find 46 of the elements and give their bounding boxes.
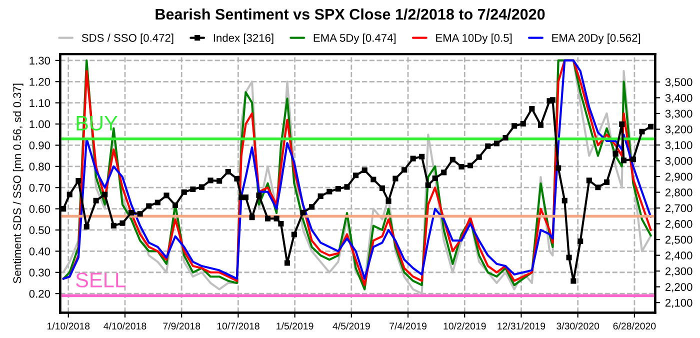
legend-label: Index [3216] [214,34,274,44]
x-tick-label: 1/10/2018 [47,322,90,330]
x-tick-label: 10/7/2018 [217,322,260,330]
x-tick-label: 3/30/2020 [556,322,600,330]
y2-tick-label: 3,500 [665,78,692,88]
y-axis-title: Sentiment SDS / SSO [mn 0.56, sd 0.37] [12,84,24,284]
y2-tick-label: 3,000 [665,157,692,166]
legend-label: EMA 20Dy [0.562] [552,34,640,44]
y2-tick-label: 2,900 [665,172,692,182]
legend-label: SDS / SSO [0.472] [82,34,174,44]
y-tick-label: 0.60 [29,205,50,213]
x-tick-label: 4/10/2018 [104,322,146,330]
legend-label: EMA 5Dy [0.474] [314,34,396,44]
y2-tick-label: 3,200 [665,126,692,135]
x-tick-label: 6/28/2020 [613,322,656,330]
x-tick-label: 1/5/2019 [276,322,314,330]
y-tick-label: 1.30 [30,56,50,65]
legend-label: EMA 10Dy [0.5] [436,34,512,44]
y2-tick-label: 2,100 [665,298,692,308]
y-tick-label: 0.90 [29,141,50,150]
y-tick-label: 1.00 [30,120,50,128]
y-tick-label: 1.10 [30,99,50,107]
y-tick-label: 0.50 [29,226,50,234]
y2-tick-label: 3,300 [665,110,692,119]
y-tick-label: 0.30 [29,268,50,277]
y2-tick-label: 2,800 [665,188,692,198]
y2-tick-label: 2,600 [665,220,692,230]
x-tick-label: 12/31/2019 [498,322,546,330]
y2-tick-label: 2,300 [665,267,692,276]
y2-tick-label: 3,100 [665,141,692,150]
y-tick-label: 1.20 [30,78,50,86]
y-tick-label: 0.70 [29,184,50,192]
x-tick-label: 10/2/2019 [444,322,486,330]
y2-tick-label: 3,400 [665,94,692,104]
y-tick-label: 0.80 [29,162,50,171]
y-tick-label: 0.40 [29,247,50,256]
chart-title: Bearish Sentiment vs SPX Close 1/2/2018 to 7/24/2020 [156,8,545,20]
y-tick-label: 0.20 [29,290,50,298]
x-tick-label: 4/5/2019 [332,322,370,330]
ref-line-label: SELL [76,272,126,288]
y2-tick-label: 2,200 [665,283,692,292]
x-tick-label: 7/4/2019 [390,322,426,330]
y2-tick-label: 2,400 [665,252,692,261]
y2-tick-label: 2,500 [665,236,692,245]
y2-tick-label: 2,700 [665,204,692,214]
x-tick-label: 7/9/2018 [163,322,200,330]
